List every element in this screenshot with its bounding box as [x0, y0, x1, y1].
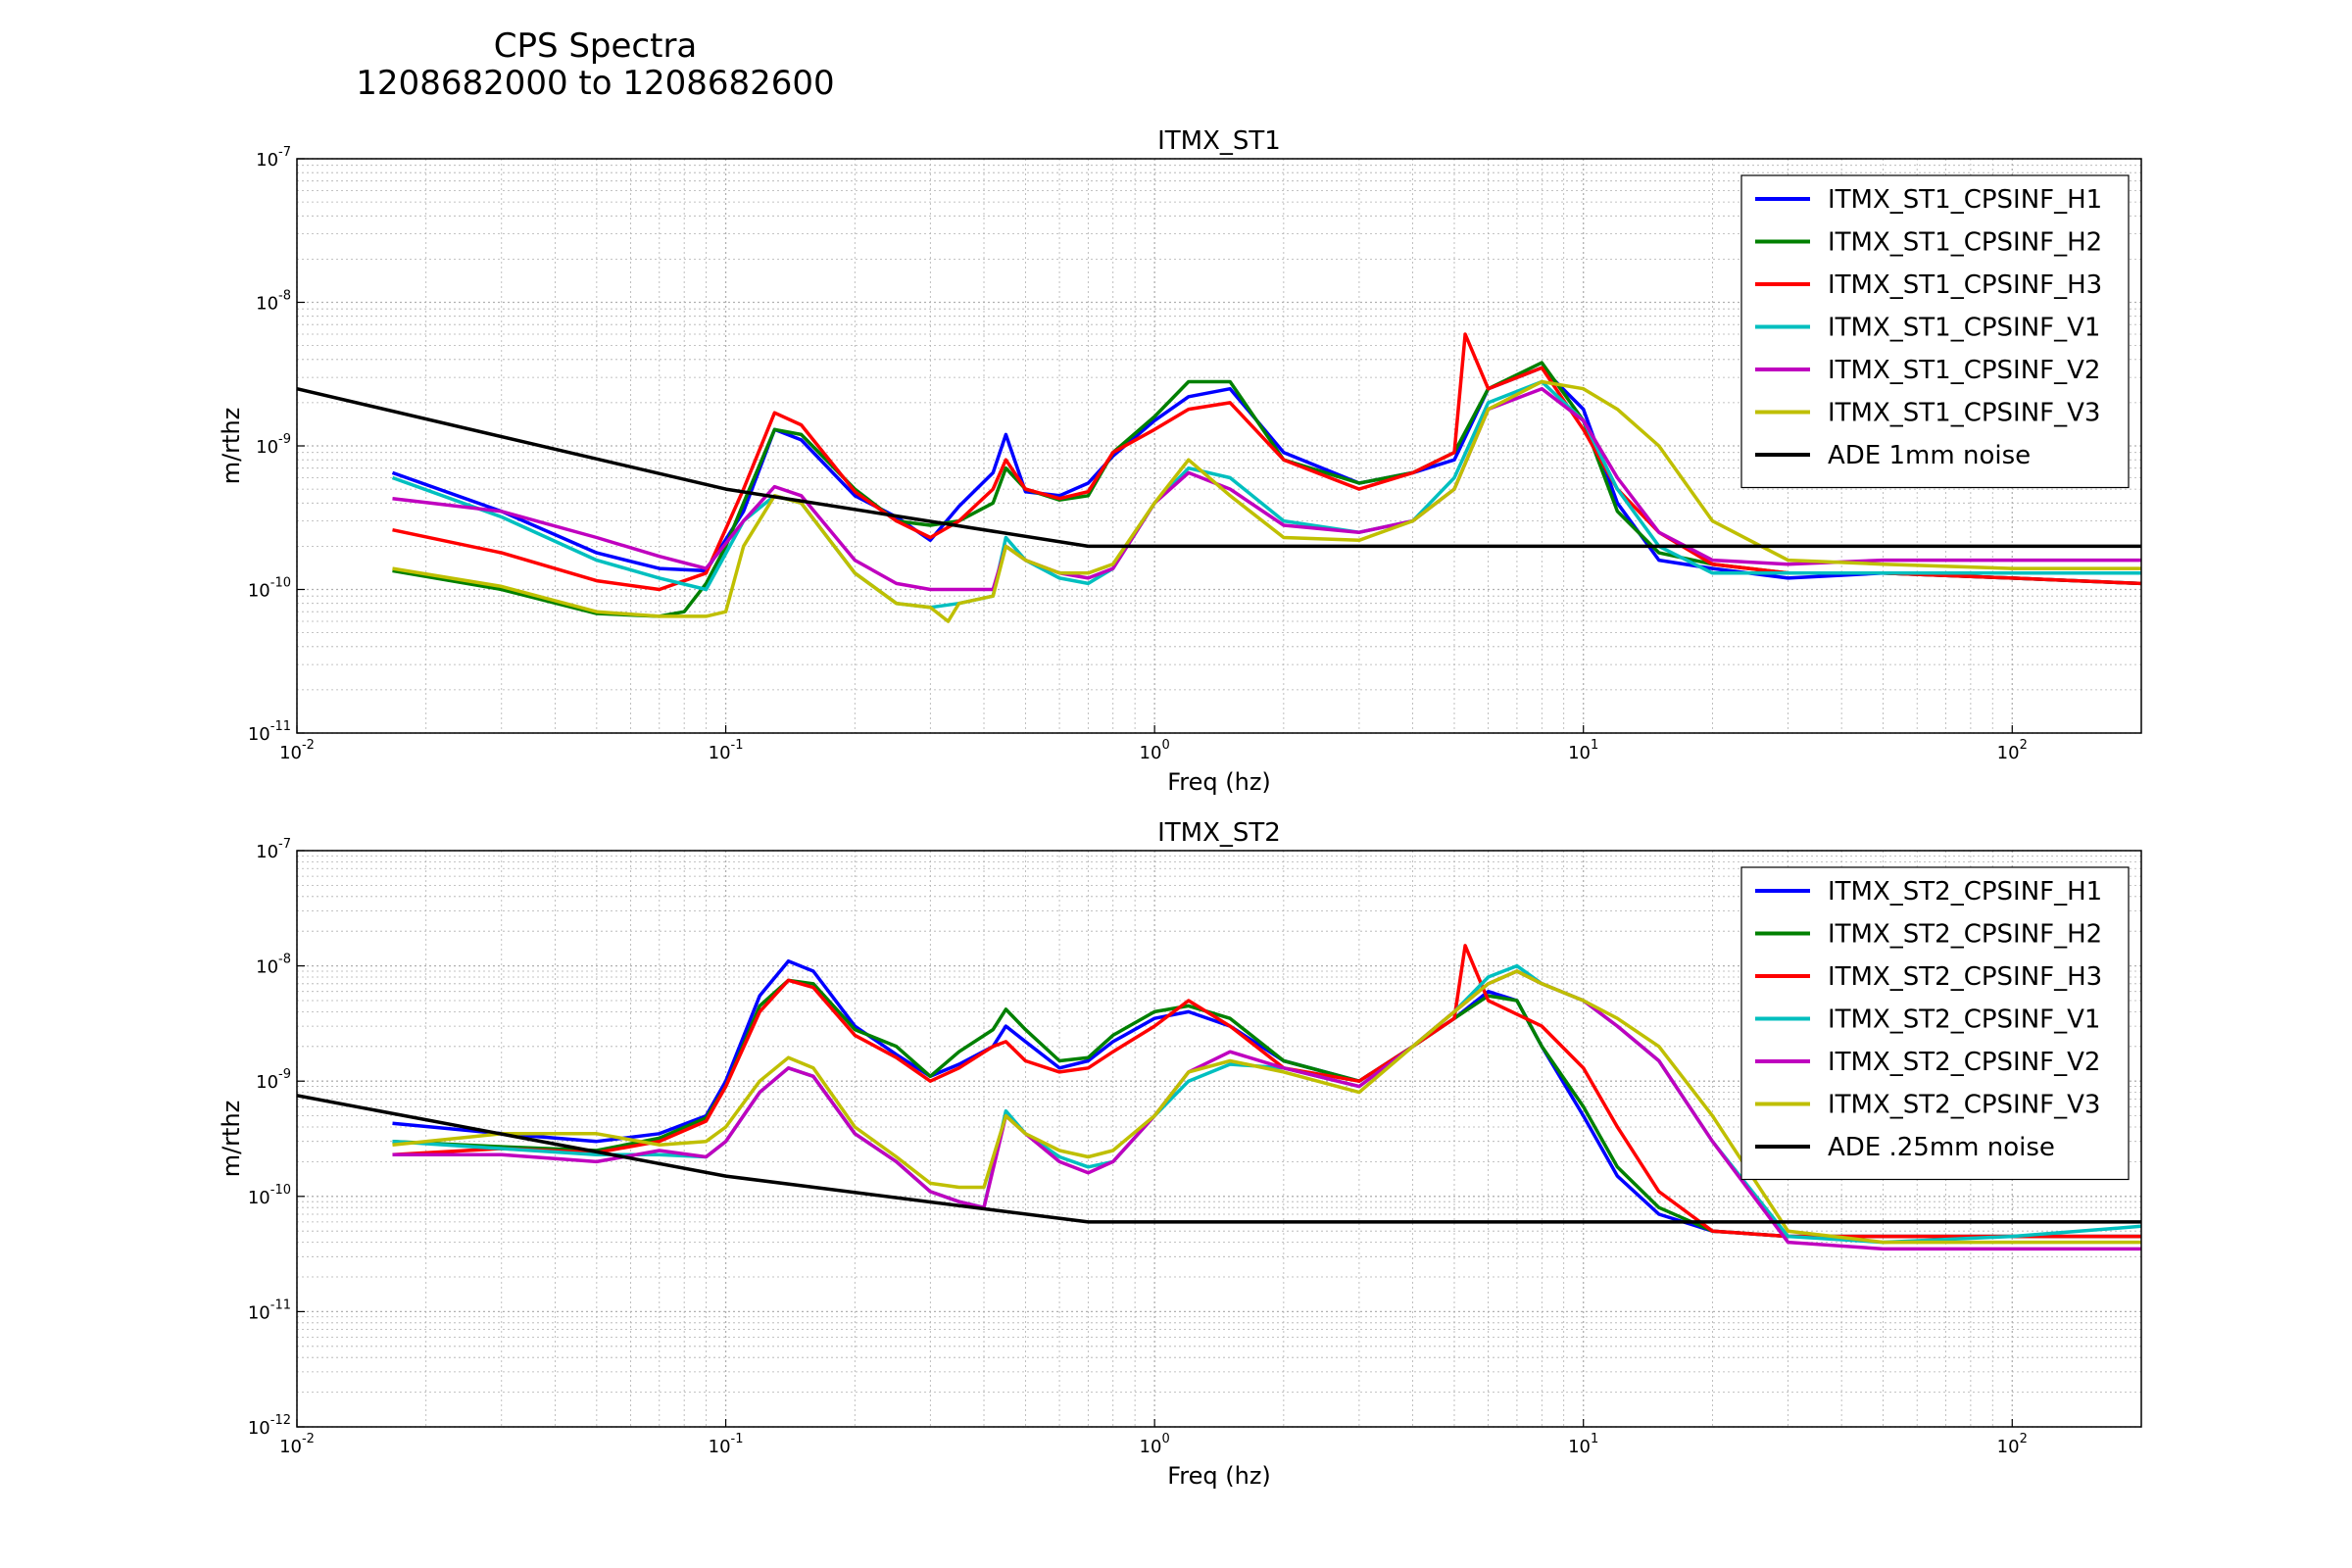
x-axis-label: Freq (hz) [1167, 768, 1271, 796]
legend-entry: ITMX_ST1_CPSINF_V2 [1828, 356, 2100, 385]
series-line-ade-25mm-noise [297, 1094, 2141, 1224]
legend-entry: ITMX_ST2_CPSINF_H3 [1828, 962, 2102, 992]
x-tick-label: 102 [1997, 1432, 2028, 1457]
series-line-itmx-st2-cpsinf-v3 [392, 969, 2141, 1245]
legend-entry: ITMX_ST2_CPSINF_H2 [1828, 920, 2102, 950]
x-tick-label: 101 [1568, 738, 1598, 763]
figure-title: CPS Spectra [493, 26, 698, 66]
y-tick-label: 10-10 [248, 576, 291, 602]
y-tick-label: 10-11 [248, 1298, 291, 1323]
x-tick-label: 101 [1568, 1432, 1598, 1457]
legend-entry: ITMX_ST1_CPSINF_H2 [1828, 228, 2102, 258]
y-tick-label: 10-9 [256, 432, 291, 458]
legend-box [1740, 174, 2130, 489]
x-tick-label: 102 [1997, 738, 2028, 763]
y-tick-label: 10-10 [248, 1183, 291, 1208]
y-axis-label: m/rthz [218, 1101, 245, 1178]
legend-entry: ITMX_ST1_CPSINF_V3 [1828, 399, 2100, 428]
series-line-itmx-st2-cpsinf-h2 [392, 978, 2141, 1239]
y-tick-label: 10-11 [248, 719, 291, 745]
y-tick-label: 10-8 [256, 289, 291, 315]
series-line-itmx-st1-cpsinf-v3 [392, 379, 2141, 623]
series-line-itmx-st1-cpsinf-v2 [392, 386, 2141, 592]
legend-entry: ITMX_ST1_CPSINF_H1 [1828, 185, 2102, 215]
legend-entry: ADE 1mm noise [1828, 441, 2031, 470]
plot-panel-1: 10-2 10-1 100 101 102 10-11 10-10 10-9 10-8 10-7 I… [218, 126, 2142, 796]
legend-box [1740, 866, 2130, 1181]
panel-title: ITMX_ST2 [1157, 818, 1281, 848]
legend: ITMX_ST1_CPSINF_H1 ITMX_ST1_CPSINF_H2 ITMX… [1740, 174, 2130, 489]
series-line-itmx-st2-cpsinf-v2 [392, 969, 2141, 1251]
series-line-itmx-st2-cpsinf-h1 [392, 958, 2141, 1239]
legend-entry: ITMX_ST2_CPSINF_V1 [1828, 1005, 2100, 1035]
legend-entry: ITMX_ST1_CPSINF_V1 [1828, 314, 2100, 343]
series-line-itmx-st2-cpsinf-h3 [392, 944, 2141, 1239]
series-group [297, 944, 2141, 1251]
legend-entry: ITMX_ST2_CPSINF_H1 [1828, 877, 2102, 906]
x-tick-label: 10-2 [279, 738, 315, 763]
grid [296, 850, 2142, 1428]
legend-entry: ITMX_ST2_CPSINF_V3 [1828, 1091, 2100, 1120]
x-axis-label: Freq (hz) [1167, 1462, 1271, 1490]
series-group [297, 332, 2141, 623]
legend-entry: ITMX_ST1_CPSINF_H3 [1828, 270, 2102, 300]
y-tick-label: 10-9 [256, 1067, 291, 1093]
x-tick-label: 10-1 [709, 738, 744, 763]
legend: ITMX_ST2_CPSINF_H1 ITMX_ST2_CPSINF_H2 ITMX… [1740, 866, 2130, 1181]
x-tick-label: 100 [1140, 1432, 1170, 1457]
legend-entry: ADE .25mm noise [1828, 1133, 2055, 1162]
y-tick-label: 10-8 [256, 953, 291, 978]
y-axis-label: m/rthz [218, 408, 245, 485]
legend-entry: ITMX_ST2_CPSINF_V2 [1828, 1048, 2100, 1077]
x-tick-label: 100 [1140, 738, 1170, 763]
axes-frame [296, 850, 2142, 1428]
plot-panel-2: 10-2 10-1 100 101 102 10-12 10-11 10-10 10-9 10-8… [218, 818, 2142, 1490]
y-tick-label: 10-12 [248, 1413, 291, 1439]
x-tick-label: 10-1 [709, 1432, 744, 1457]
y-tick-label: 10-7 [256, 837, 291, 862]
panel-title: ITMX_ST1 [1157, 126, 1281, 156]
series-line-ade-1mm-noise [297, 386, 2141, 549]
x-tick-label: 10-2 [279, 1432, 315, 1457]
figure-subtitle: 1208682000 to 1208682600 [356, 64, 835, 103]
y-tick-label: 10-7 [256, 145, 291, 171]
